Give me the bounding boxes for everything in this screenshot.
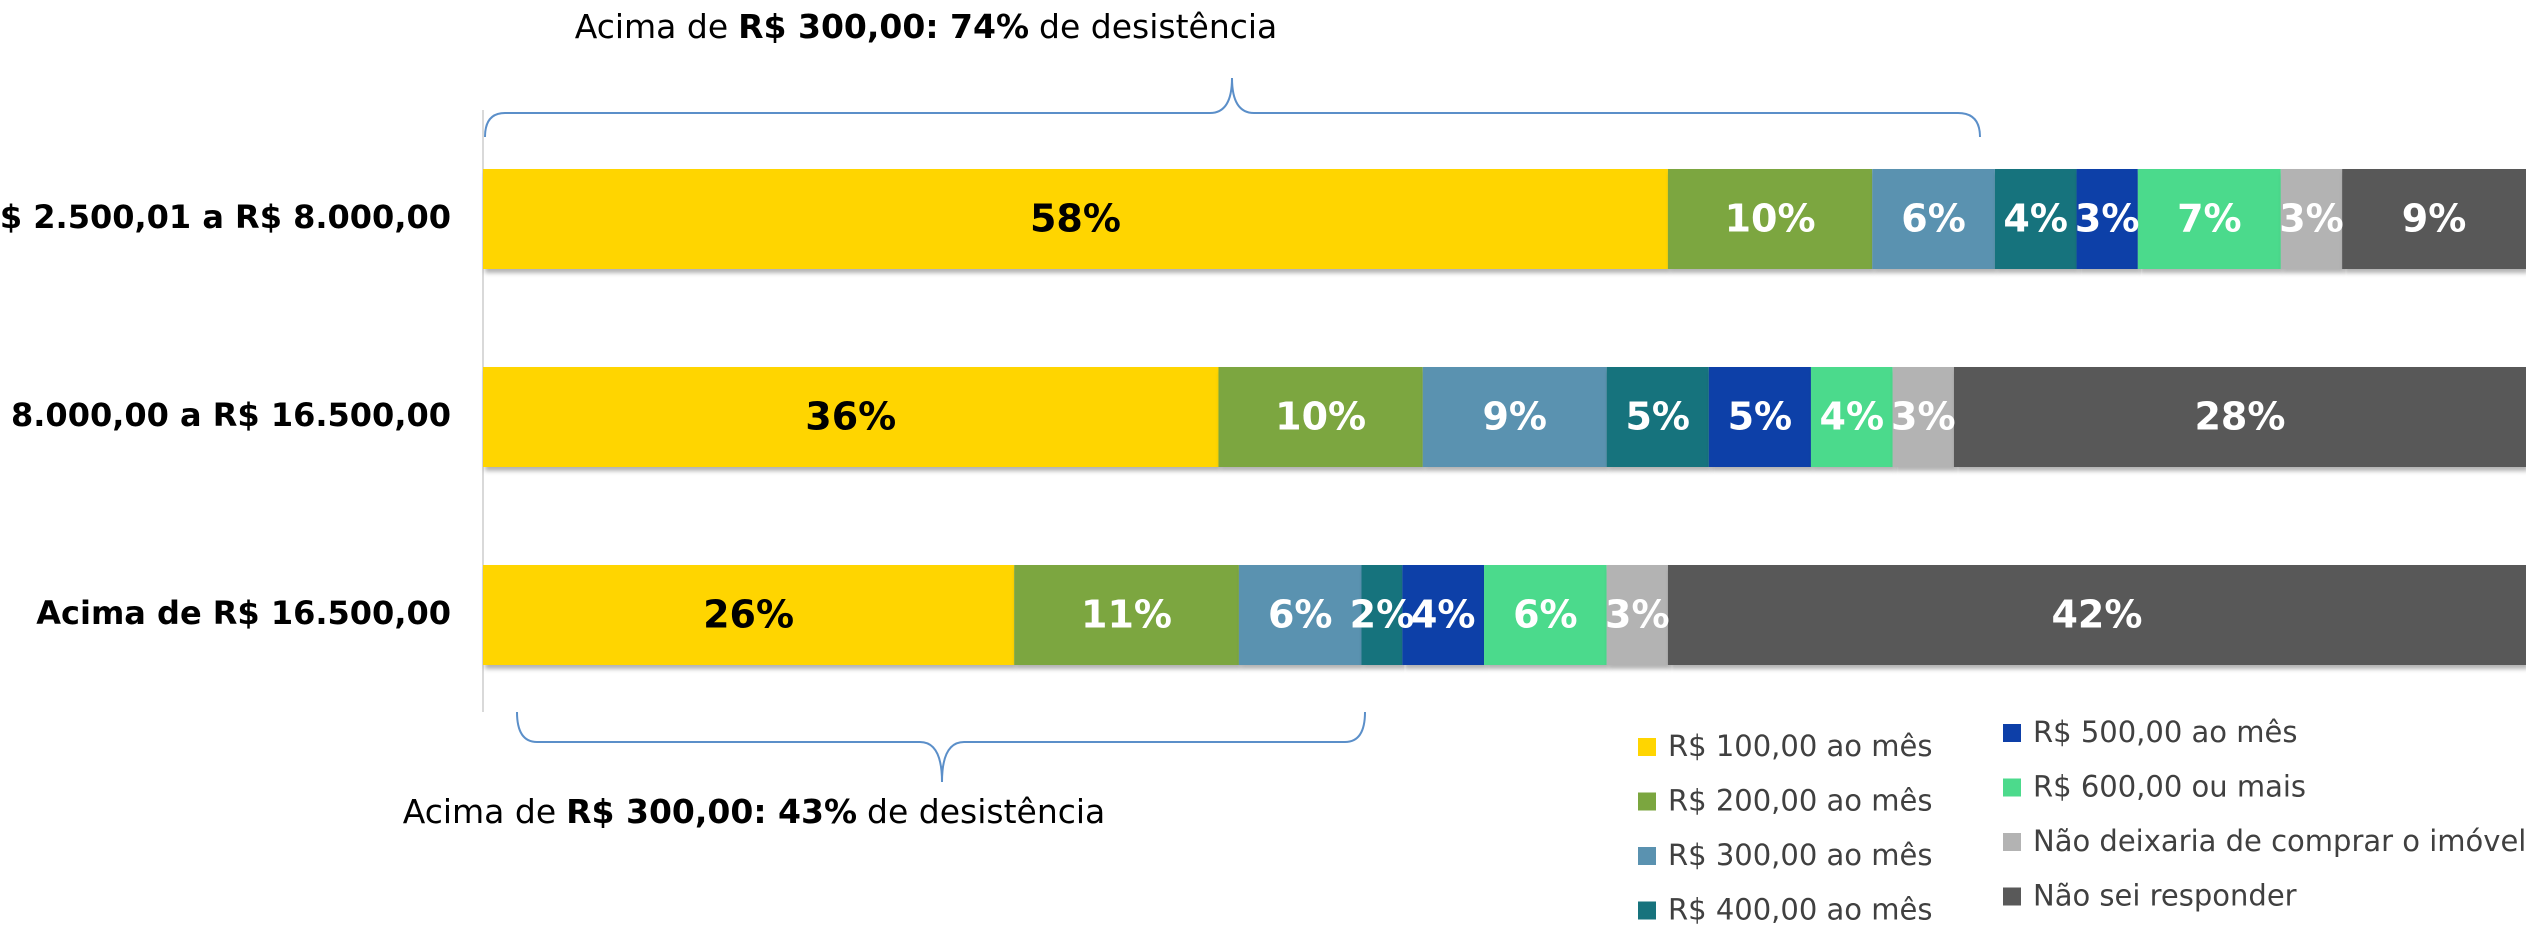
value-label: 7% — [2177, 197, 2242, 241]
legend-label: R$ 200,00 ao mês — [1668, 784, 1932, 818]
legend-label: Não sei responder — [2033, 879, 2297, 913]
bar-segment — [483, 565, 1015, 665]
value-label: 42% — [2051, 593, 2142, 637]
bar-segment — [1892, 367, 1954, 467]
value-label: 10% — [1725, 197, 1816, 241]
value-label: 3% — [2279, 197, 2344, 241]
legend-swatch — [1638, 901, 1656, 920]
value-label: 9% — [2402, 197, 2467, 241]
annotation: Acima de R$ 300,00: 43% de desistência — [403, 792, 1106, 831]
annotation: Acima de R$ 300,00: 74% de desistência — [575, 7, 1278, 46]
bar-segment — [1667, 169, 1873, 269]
bar-segment — [1994, 169, 2077, 269]
bar-segment — [1953, 367, 2526, 467]
value-label: 36% — [805, 395, 896, 439]
legend-label: R$ 300,00 ao mês — [1668, 838, 1932, 872]
legend-swatch — [1638, 792, 1656, 811]
legend-swatch — [1638, 847, 1656, 865]
bar-segment — [1014, 565, 1239, 665]
bar-segment — [1872, 169, 1995, 269]
annotation-part: R$ 300,00: 74% — [738, 7, 1029, 46]
legend-swatch — [2003, 724, 2021, 742]
legend-swatch — [2003, 778, 2021, 797]
value-label: 6% — [1513, 593, 1578, 637]
legend-label: R$ 500,00 ao mês — [2033, 715, 2297, 749]
value-label: 3% — [2075, 197, 2140, 241]
legend-label: R$ 600,00 ou mais — [2033, 770, 2306, 804]
bar-segment — [483, 169, 1668, 269]
value-label: 4% — [2003, 197, 2068, 241]
annotation-part: Acima de — [575, 7, 728, 46]
value-label: 58% — [1030, 197, 1121, 241]
legend-swatch — [2003, 887, 2021, 906]
category-label: R$ 2.500,01 a R$ 8.000,00 — [0, 198, 451, 236]
bar-segment — [1606, 565, 1668, 665]
bar-segment — [2280, 169, 2343, 269]
value-label: 11% — [1081, 593, 1172, 637]
value-label: 3% — [1605, 593, 1670, 637]
bar-segment — [483, 367, 1219, 467]
bar-segment — [1238, 565, 1362, 665]
value-label: 4% — [1820, 395, 1885, 439]
bar-segment — [1484, 565, 1607, 665]
bar-segment — [2076, 169, 2138, 269]
value-label: 6% — [1268, 593, 1333, 637]
annotation-part: R$ 300,00: 43% — [566, 792, 857, 831]
annotation-part: Acima de — [403, 792, 556, 831]
bar-segment — [1708, 367, 1811, 467]
bar-segment — [1402, 565, 1485, 665]
category-label: R$ 8.000,00 a R$ 16.500,00 — [0, 396, 451, 434]
value-label: 5% — [1728, 395, 1793, 439]
bar-segment — [1606, 367, 1709, 467]
legend-swatch — [2003, 833, 2021, 851]
value-label: 10% — [1275, 395, 1366, 439]
bar-segment — [2137, 169, 2281, 269]
category-label: Acima de R$ 16.500,00 — [36, 594, 451, 632]
legend-label: R$ 400,00 ao mês — [1668, 893, 1932, 925]
bar-segment — [1422, 367, 1607, 467]
top-brace — [484, 77, 1981, 138]
value-label: 2% — [1350, 593, 1415, 637]
bar-segment — [1810, 367, 1893, 467]
bar-segment — [1667, 565, 2526, 665]
annotation-part: de desistência — [867, 792, 1105, 831]
value-label: 28% — [2194, 395, 2285, 439]
bar-segment — [1361, 565, 1403, 665]
bar-segment — [1218, 367, 1423, 467]
value-label: 5% — [1625, 395, 1690, 439]
value-label: 9% — [1482, 395, 1547, 439]
bottom-brace — [516, 711, 1366, 783]
value-label: 26% — [703, 593, 794, 637]
legend-label: Não deixaria de comprar o imóvel — [2033, 824, 2526, 858]
bar-segment — [2342, 169, 2526, 269]
value-label: 6% — [1901, 197, 1966, 241]
legend-label: R$ 100,00 ao mês — [1668, 729, 1932, 763]
legend-swatch — [1638, 738, 1656, 756]
annotation-part: de desistência — [1039, 7, 1277, 46]
value-label: 3% — [1891, 395, 1956, 439]
value-label: 4% — [1411, 593, 1476, 637]
